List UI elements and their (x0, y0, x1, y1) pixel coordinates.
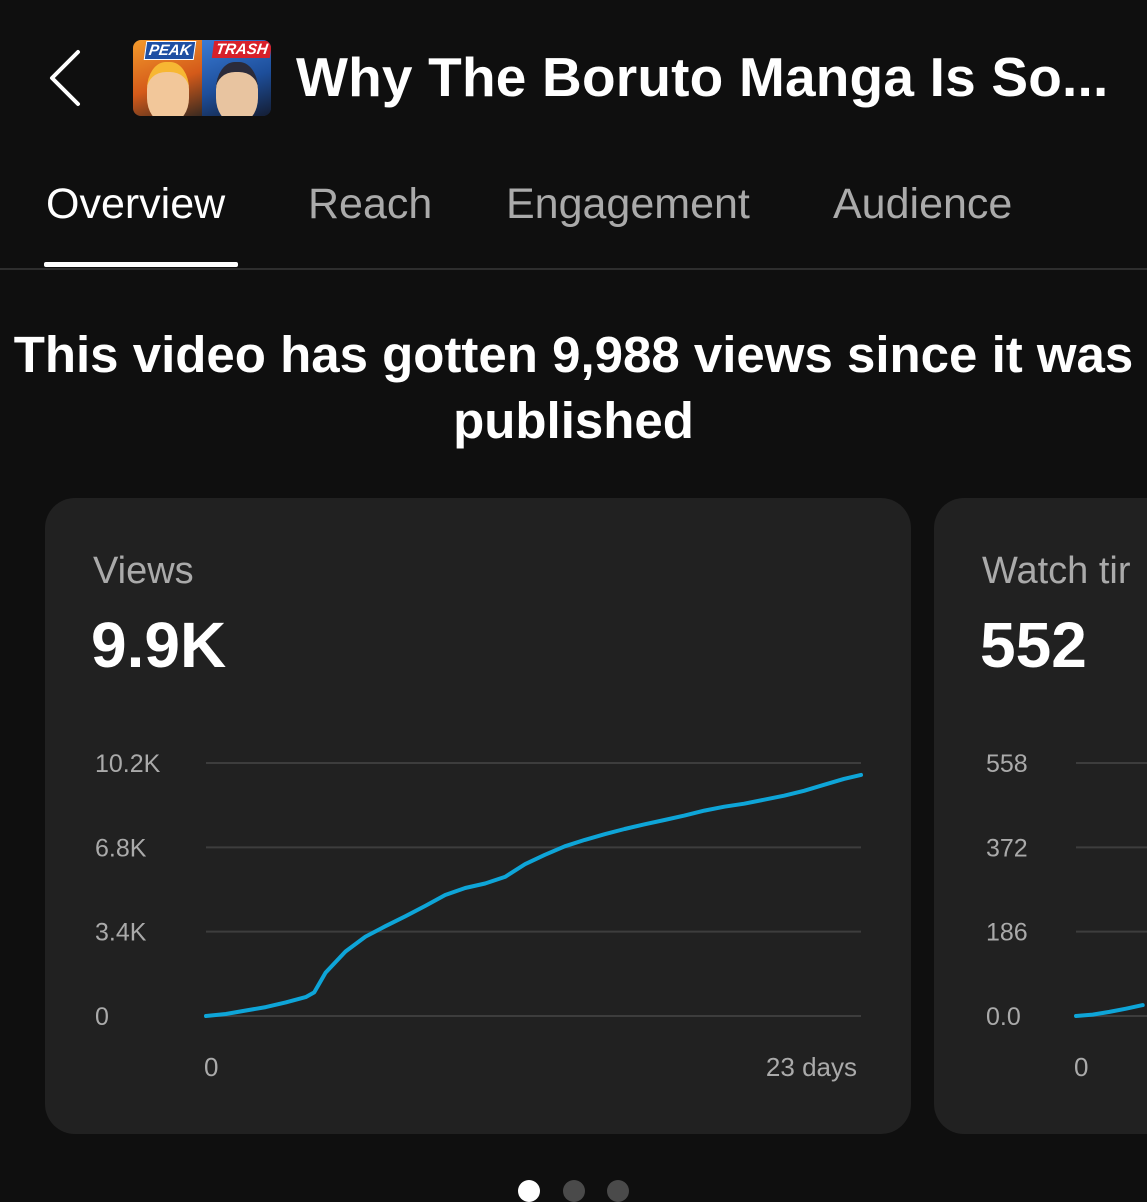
pager-dot[interactable] (607, 1180, 629, 1202)
active-tab-indicator (44, 262, 238, 267)
views-card-value: 9.9K (91, 609, 227, 681)
character-face-image (147, 62, 189, 116)
views-card-label: Views (93, 550, 194, 592)
y-tick-label: 372 (986, 834, 1028, 862)
tab-engagement[interactable]: Engagement (506, 180, 750, 228)
back-button[interactable] (40, 40, 96, 116)
series-line (1074, 1003, 1145, 1018)
y-tick-label: 558 (986, 750, 1028, 778)
watch-time-card-value: 552 (980, 609, 1087, 681)
tab-overview[interactable]: Overview (46, 180, 226, 228)
y-tick-label: 3.4K (95, 919, 147, 947)
header: PEAK TRASH Why The Boruto Manga Is So... (0, 0, 1147, 150)
watch-time-card-label: Watch tir (982, 550, 1131, 592)
views-summary: This video has gotten 9,988 views since … (13, 326, 1134, 449)
x-tick-label: 0 (1074, 1052, 1088, 1082)
x-tick-label: 23 days (766, 1052, 857, 1082)
views-card[interactable]: Views 9.9K 0 3.4K 6.8K 10.2K 0 23 days (45, 498, 911, 1134)
y-tick-label: 186 (986, 919, 1028, 947)
chevron-left-icon (50, 50, 80, 106)
y-tick-label: 10.2K (95, 750, 161, 778)
tab-reach[interactable]: Reach (308, 180, 433, 228)
video-title: Why The Boruto Manga Is So... (296, 46, 1109, 108)
video-thumbnail[interactable]: PEAK TRASH (133, 40, 271, 116)
analytics-tabs: Overview Reach Engagement Audience (0, 170, 1147, 270)
pager-dot[interactable] (518, 1180, 540, 1202)
watch-time-line-chart: 0.0 186 372 558 0 (986, 750, 1147, 1082)
y-tick-label: 0 (95, 1003, 109, 1031)
y-tick-label: 6.8K (95, 834, 147, 862)
tabs-divider (0, 268, 1147, 270)
views-line-chart: 0 3.4K 6.8K 10.2K 0 23 days (95, 750, 863, 1082)
y-tick-label: 0.0 (986, 1003, 1021, 1031)
character-face-image (216, 62, 258, 116)
series-line (204, 772, 863, 1018)
x-tick-label: 0 (204, 1052, 218, 1082)
watch-time-card[interactable]: Watch tir 552 0.0 186 372 558 0 (934, 498, 1147, 1134)
thumbnail-tag-peak: PEAK (143, 41, 197, 60)
card-pager (0, 1180, 1147, 1202)
pager-dot[interactable] (563, 1180, 585, 1202)
thumbnail-tag-trash: TRASH (211, 41, 271, 58)
tab-audience[interactable]: Audience (833, 180, 1013, 228)
